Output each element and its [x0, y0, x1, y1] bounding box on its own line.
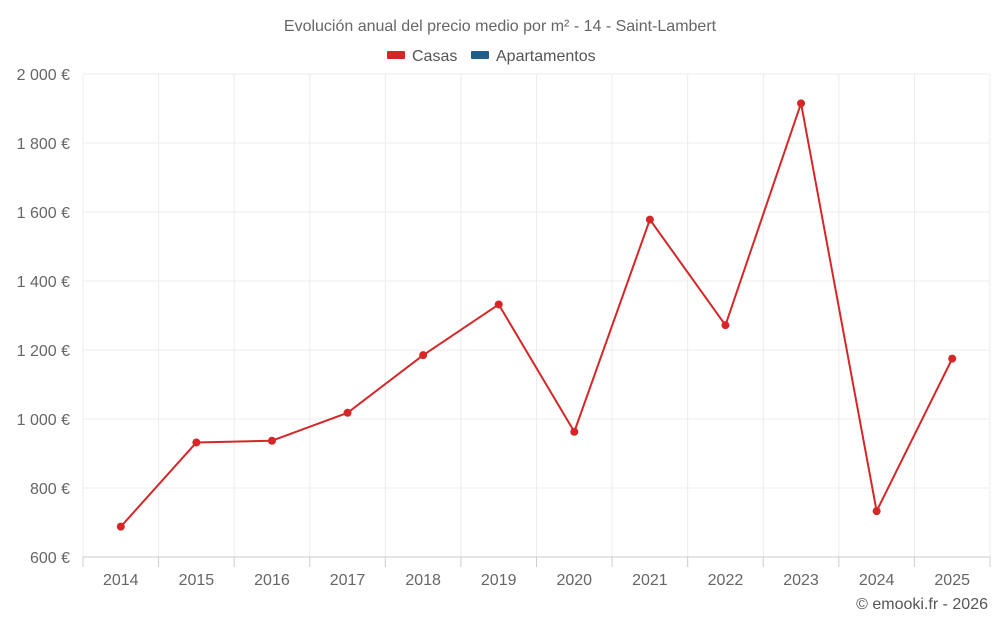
- data-point-2016[interactable]: [267, 436, 276, 445]
- y-tick-label: 800 €: [30, 481, 70, 498]
- data-point-2018[interactable]: [419, 351, 428, 360]
- series-line-casas: [120, 102, 954, 528]
- data-point-2019[interactable]: [494, 300, 503, 309]
- x-tick-label: 2019: [481, 572, 517, 589]
- legend-item-apartamentos[interactable]: Apartamentos: [471, 48, 596, 65]
- x-axis: 2014 2015 2016 2017 2018 2019 2020 2021 2022 2023…: [82, 556, 991, 589]
- grid: [82, 73, 991, 557]
- x-tick-label: 2023: [783, 572, 819, 589]
- y-tick-label: 1 600 €: [17, 205, 70, 222]
- x-tick-label: 2022: [708, 572, 744, 589]
- data-point-2023[interactable]: [797, 99, 806, 108]
- credit-text[interactable]: © emooki.fr - 2026: [856, 596, 988, 613]
- legend-swatch-casas: [387, 51, 405, 59]
- legend-swatch-apartamentos: [471, 51, 489, 59]
- data-point-2021[interactable]: [645, 215, 654, 224]
- x-tick-label: 2018: [405, 572, 441, 589]
- data-point-2025[interactable]: [948, 354, 957, 363]
- y-tick-label: 2 000 €: [17, 67, 70, 84]
- data-point-2024[interactable]: [872, 507, 881, 516]
- legend-label-apartamentos: Apartamentos: [496, 48, 596, 65]
- chart-title: Evolución anual del precio medio por m² …: [284, 18, 717, 35]
- x-tick-label: 2014: [103, 572, 139, 589]
- y-tick-label: 1 800 €: [17, 136, 70, 153]
- x-tick-label: 2016: [254, 572, 290, 589]
- data-point-2015[interactable]: [192, 438, 201, 447]
- legend-item-casas[interactable]: Casas: [387, 48, 457, 65]
- data-point-2014[interactable]: [116, 522, 125, 531]
- x-tick-label: 2021: [632, 572, 668, 589]
- x-tick-label: 2024: [859, 572, 895, 589]
- x-tick-label: 2025: [934, 572, 970, 589]
- series-casas: [116, 99, 957, 531]
- x-tick-label: 2015: [179, 572, 215, 589]
- legend-label-casas: Casas: [412, 48, 457, 65]
- y-tick-label: 1 200 €: [17, 343, 70, 360]
- x-tick-label: 2020: [556, 572, 592, 589]
- y-tick-label: 600 €: [30, 550, 70, 567]
- y-axis: 600 € 800 € 1 000 € 1 200 € 1 400 € 1 600 € 1 …: [17, 67, 70, 567]
- x-tick-label: 2017: [330, 572, 366, 589]
- y-tick-label: 1 000 €: [17, 412, 70, 429]
- y-tick-label: 1 400 €: [17, 274, 70, 291]
- data-point-2022[interactable]: [721, 321, 730, 330]
- data-point-2017[interactable]: [343, 408, 352, 417]
- legend[interactable]: Casas Apartamentos: [387, 48, 596, 65]
- data-point-2020[interactable]: [570, 427, 579, 436]
